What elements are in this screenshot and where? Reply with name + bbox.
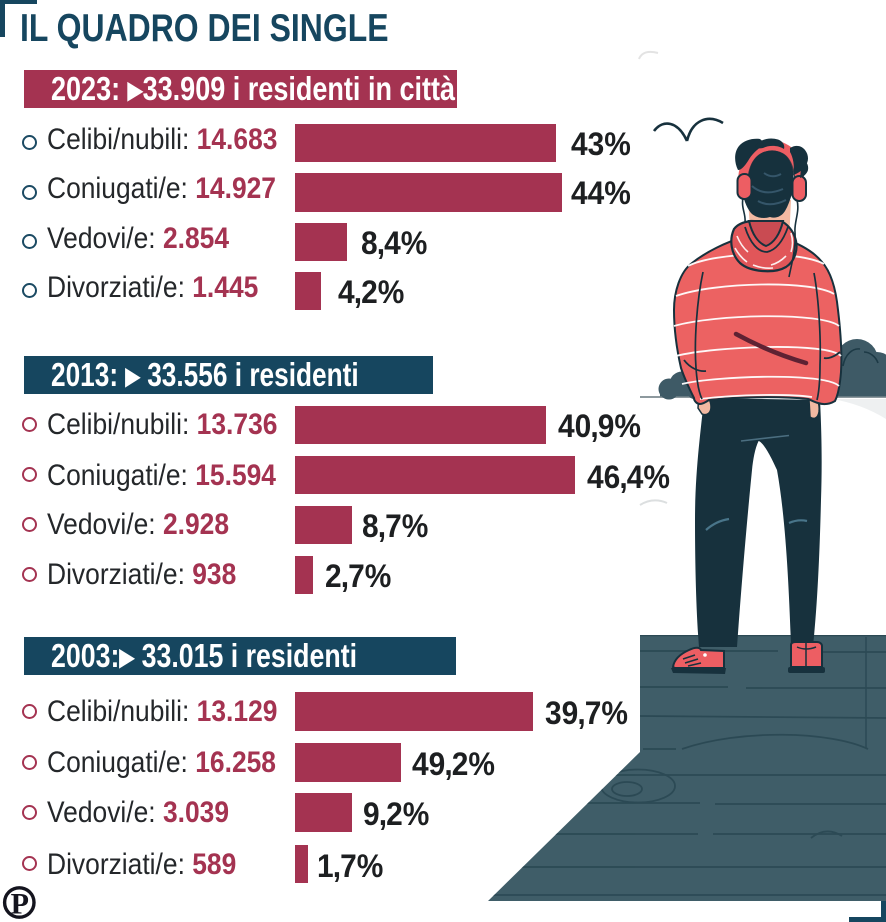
svg-text:P: P xyxy=(11,888,29,921)
